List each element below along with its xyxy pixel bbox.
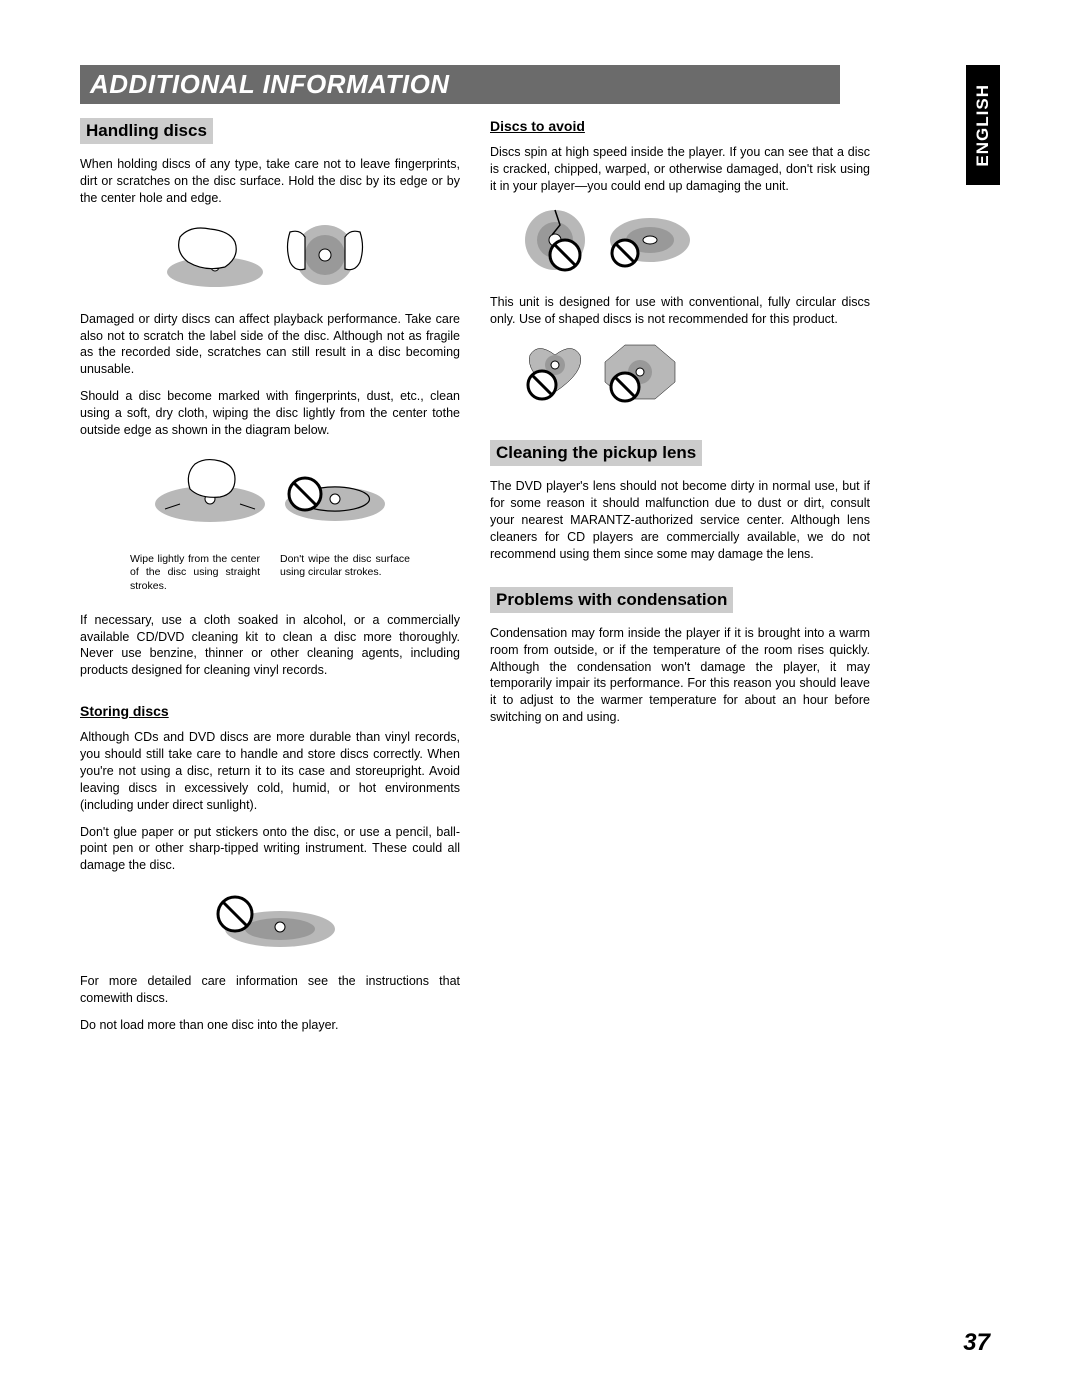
para-glue: Don't glue paper or put stickers onto th… — [80, 824, 460, 875]
illus-holding-disc — [80, 217, 460, 297]
para-condensation: Condensation may form inside the player … — [490, 625, 870, 726]
heading-cleaning-lens: Cleaning the pickup lens — [490, 440, 702, 466]
caption-circular: Don't wipe the disc surface using circul… — [280, 553, 410, 594]
para-clean: Should a disc become marked with fingerp… — [80, 388, 460, 439]
heading-discs-avoid: Discs to avoid — [490, 118, 585, 134]
right-column: Discs to avoid Discs spin at high speed … — [490, 118, 870, 1044]
para-avoid: Discs spin at high speed inside the play… — [490, 144, 870, 195]
illus-shaped-discs — [490, 337, 870, 412]
caption-straight: Wipe lightly from the center of the disc… — [130, 553, 260, 594]
para-damaged: Damaged or dirty discs can affect playba… — [80, 311, 460, 379]
page-title-bar: ADDITIONAL INFORMATION — [80, 65, 840, 104]
language-label: ENGLISH — [973, 84, 993, 167]
caption-row: Wipe lightly from the center of the disc… — [80, 553, 460, 594]
content-columns: Handling discs When holding discs of any… — [80, 118, 1000, 1044]
left-column: Handling discs When holding discs of any… — [80, 118, 460, 1044]
page-title: ADDITIONAL INFORMATION — [90, 69, 450, 99]
para-holding: When holding discs of any type, take car… — [80, 156, 460, 207]
para-lens: The DVD player's lens should not become … — [490, 478, 870, 562]
para-one-disc: Do not load more than one disc into the … — [80, 1017, 460, 1034]
language-tab: ENGLISH — [966, 65, 1000, 185]
illus-cracked-discs — [490, 205, 870, 280]
illus-wiping-disc — [80, 449, 460, 539]
page-number: 37 — [963, 1329, 990, 1357]
illus-no-sticker — [80, 884, 460, 959]
para-storing: Although CDs and DVD discs are more dura… — [80, 729, 460, 813]
para-more-info: For more detailed care information see t… — [80, 973, 460, 1007]
para-circular-only: This unit is designed for use with conve… — [490, 294, 870, 328]
heading-handling-discs: Handling discs — [80, 118, 213, 144]
heading-storing-discs: Storing discs — [80, 703, 169, 719]
para-alcohol: If necessary, use a cloth soaked in alco… — [80, 612, 460, 680]
heading-condensation: Problems with condensation — [490, 587, 733, 613]
